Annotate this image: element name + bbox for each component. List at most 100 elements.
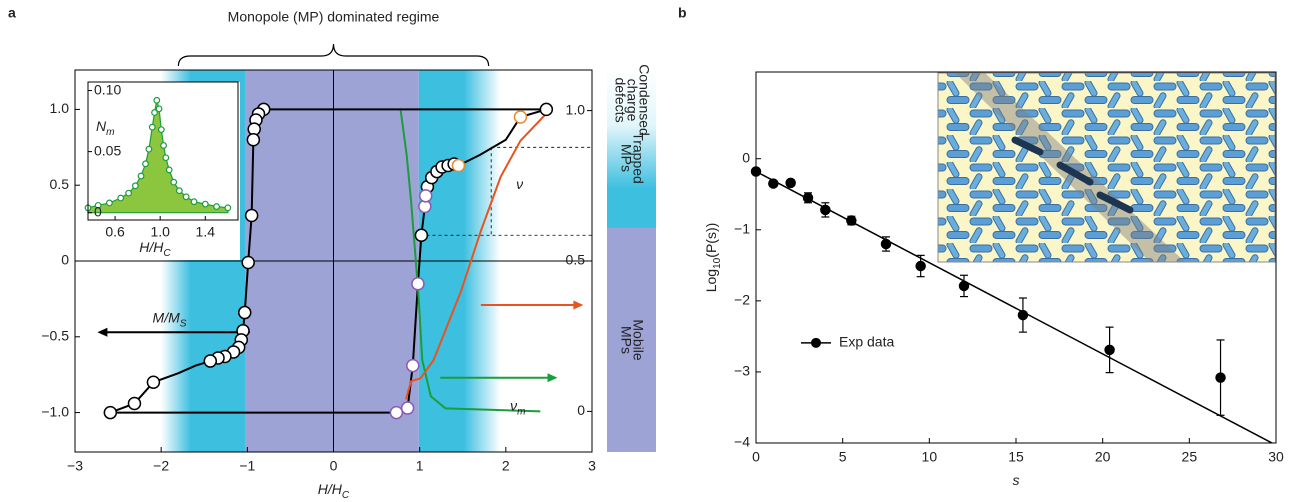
legend-label: Exp data [839, 334, 894, 350]
data-point [244, 208, 259, 223]
annotation-brace [177, 43, 490, 67]
inset-y-label-part: m [106, 127, 114, 138]
data-point [820, 204, 831, 216]
y-tick-label: 0 [61, 252, 69, 268]
data-point [846, 215, 857, 226]
inset-y-tick-label: 0 [94, 203, 102, 219]
inset-point [125, 189, 133, 197]
inset-x-label-part: C [163, 248, 171, 259]
lattice-islands [938, 73, 1275, 262]
x-tick-label: 5 [839, 449, 847, 465]
y-tick-label: −3 [734, 363, 750, 379]
inset-point [137, 172, 145, 180]
data-point [241, 255, 255, 270]
y-tick-label: −0.5 [41, 327, 69, 343]
x-tick-label: 15 [1008, 449, 1024, 465]
y-tick-label: −2 [734, 292, 750, 308]
data-point [539, 102, 554, 117]
inset-point [170, 178, 178, 186]
inset-frame [87, 81, 239, 221]
y2-tick-label: 1.0 [566, 101, 586, 117]
x-tick-label: 30 [1268, 449, 1284, 465]
sidebar-label-line: MPs [619, 144, 635, 172]
inset-point [162, 154, 170, 162]
series-label: M/MS [153, 309, 187, 329]
arrow-head [547, 373, 558, 383]
series-label-part: ν [516, 176, 523, 192]
inset-point [153, 96, 161, 104]
series-label-part: m [517, 407, 525, 418]
x-tick-label: 25 [1182, 449, 1198, 465]
data-point [414, 228, 429, 242]
sidebar-band [607, 70, 656, 452]
inset-point [224, 204, 232, 212]
inset-point [182, 193, 190, 201]
data-point [513, 110, 528, 124]
data-point [785, 177, 796, 189]
sidebar-label-line: charge [625, 79, 641, 122]
series-label-part: S [180, 319, 187, 330]
arrow-head [97, 327, 108, 337]
x-tick-label: 3 [588, 458, 596, 474]
data-point [411, 276, 425, 291]
y-tick-label: −4 [734, 434, 750, 450]
data-point [146, 375, 161, 390]
series-line [404, 112, 548, 400]
data-point [1104, 344, 1115, 356]
sidebar-label: Condensedchargedefects [613, 64, 653, 136]
y-tick-label: −1.0 [41, 403, 69, 419]
inset-point [131, 182, 139, 190]
inset-point [190, 198, 198, 206]
sidebar-label-line: Mobile [631, 319, 647, 360]
y-tick-label: −1 [734, 220, 750, 236]
series-label: νm [510, 397, 525, 417]
legend-swatch-marker [811, 337, 821, 348]
x-axis-label-part: s [1013, 472, 1020, 488]
x-axis-label-part: C [342, 490, 350, 501]
y-axis-label-part: (P(s)) [703, 223, 719, 258]
data-point [406, 358, 420, 373]
inset-y-label: Nm [96, 118, 115, 138]
lattice-image [937, 72, 1276, 263]
lattice-flipped-islands [1011, 136, 1134, 214]
y2-tick-label: 0 [577, 402, 585, 418]
series-label: ν [516, 176, 523, 192]
sidebar-label-line: MPs [619, 326, 635, 354]
inset-point [151, 109, 158, 116]
series-line [399, 110, 541, 413]
data-point [400, 401, 415, 415]
x-tick-label: 20 [1095, 449, 1111, 465]
arrow-head [573, 300, 584, 310]
x-tick-label: 2 [502, 458, 510, 474]
y-tick-label: 1.0 [50, 100, 70, 116]
panel-label: b [678, 5, 687, 21]
data-point [958, 280, 970, 292]
x-tick-label: 0 [330, 458, 338, 474]
data-point [237, 305, 252, 320]
sidebar-label-line: Trapped [631, 132, 647, 184]
data-point [915, 260, 926, 272]
inset-point [142, 160, 149, 168]
y-axis-label-part: Log [703, 269, 719, 292]
data-point [203, 354, 218, 368]
data-point [802, 192, 814, 204]
sidebar-label: MobileMPs [619, 319, 647, 360]
sidebar-label: TrappedMPs [619, 132, 647, 184]
inset-x-tick-label: 0.6 [105, 224, 125, 240]
sidebar-upper [607, 70, 656, 228]
inset-y-label-part: N [96, 118, 107, 134]
x-axis-label-part: H/H [318, 481, 343, 497]
inset-y-tick-label: 0.05 [94, 142, 121, 158]
data-point [389, 405, 404, 420]
sidebar-label-line: Condensed [637, 64, 653, 136]
y2-tick-label: 0.5 [566, 252, 586, 268]
data-point [768, 178, 779, 189]
data-point [246, 132, 261, 147]
data-point [127, 396, 142, 411]
x-tick-label: −1 [239, 458, 255, 474]
inset: 0.6 1.0 1.4 0 0.05 0.10 H/HC Nm [84, 81, 240, 260]
x-tick-label: 10 [922, 449, 938, 465]
sidebar-label-line: defects [613, 77, 629, 122]
inset-point [148, 123, 156, 131]
